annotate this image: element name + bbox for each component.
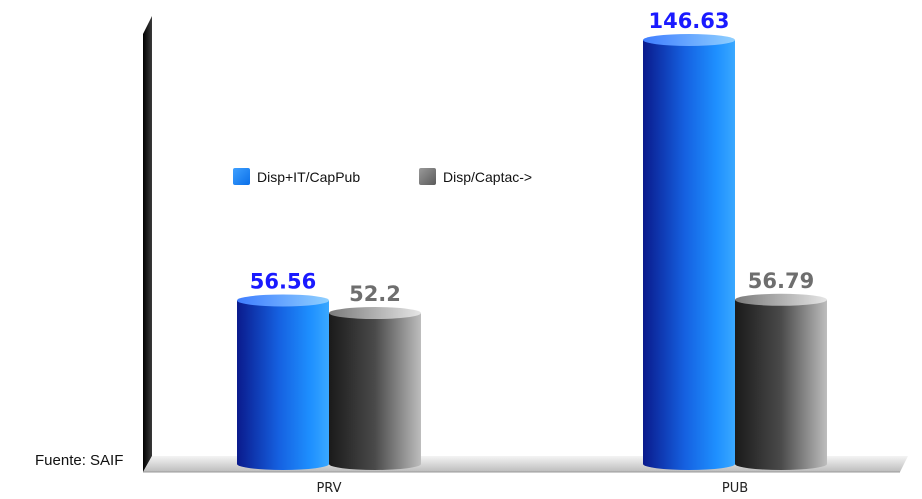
bar-top xyxy=(735,293,827,306)
bar-top xyxy=(329,307,421,320)
value-label-pub-series-1: 146.63 xyxy=(648,9,729,33)
legend-label-series-1: Disp+IT/CapPub xyxy=(257,169,360,185)
legend-swatch-series-2 xyxy=(419,168,436,185)
bar-top xyxy=(643,34,735,46)
bar-body xyxy=(643,40,735,470)
y-axis-wall xyxy=(143,16,152,472)
bar-pub-series-1 xyxy=(643,34,735,470)
source-note: Fuente: SAIF xyxy=(35,452,124,469)
value-label-prv-series-2: 52.2 xyxy=(349,282,401,306)
category-label-prv: PRV xyxy=(316,481,341,496)
legend-swatch-series-1 xyxy=(233,168,250,185)
bar-body xyxy=(237,300,329,470)
bar-pub-series-2 xyxy=(735,293,827,470)
category-labels: PRV PUB xyxy=(316,481,748,496)
bars-group xyxy=(237,34,827,470)
category-label-pub: PUB xyxy=(722,481,748,496)
value-labels: 56.56 52.2 146.63 56.79 xyxy=(250,9,814,306)
bar-top xyxy=(237,294,329,307)
value-label-pub-series-2: 56.79 xyxy=(748,269,814,293)
value-label-prv-series-1: 56.56 xyxy=(250,269,316,293)
bar-body xyxy=(735,299,827,470)
bar-body xyxy=(329,313,421,470)
legend-label-series-2: Disp/Captac-> xyxy=(443,169,532,185)
legend: Disp+IT/CapPub Disp/Captac-> xyxy=(233,168,532,185)
bar-prv-series-1 xyxy=(237,294,329,470)
bar-prv-series-2 xyxy=(329,307,421,470)
